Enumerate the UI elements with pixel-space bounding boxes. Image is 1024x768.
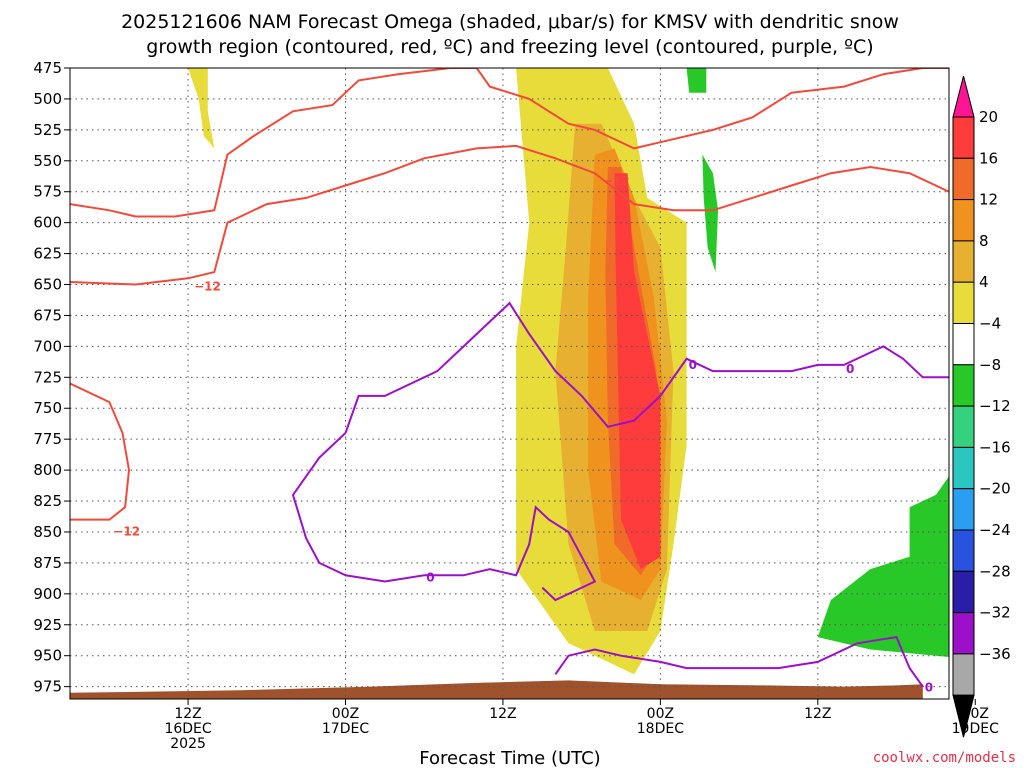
y-tick-label: 825 — [33, 492, 62, 510]
omega-region — [686, 68, 707, 93]
gridlines — [70, 68, 949, 699]
x-axis-label: Forecast Time (UTC) — [419, 748, 600, 768]
y-tick-label: 500 — [33, 90, 62, 108]
y-tick-label: 975 — [33, 678, 62, 696]
colorbar-swatch — [952, 570, 975, 614]
omega-shading — [188, 68, 949, 675]
x-tick-label: 18DEC — [637, 721, 684, 737]
colorbar-label: −8 — [979, 356, 1001, 374]
y-tick-label: 775 — [33, 430, 62, 448]
omega-region — [188, 68, 215, 149]
y-tick-label: 700 — [33, 337, 62, 355]
colorbar-label: 16 — [979, 149, 998, 167]
y-tick-label: 950 — [33, 647, 62, 665]
y-tick-label: 725 — [33, 368, 62, 386]
contour-label: −12 — [194, 279, 221, 293]
contour-label: 0 — [846, 362, 854, 376]
y-tick-label: 875 — [33, 554, 62, 572]
y-tick-label: 600 — [33, 214, 62, 232]
y-tick-label: 475 — [33, 59, 62, 77]
y-tick-label: 675 — [33, 306, 62, 324]
freezing-level-contour — [554, 635, 924, 688]
colorbar-swatch — [952, 281, 975, 325]
dgz-temp-contour — [70, 68, 949, 218]
x-tick-label: 19DEC — [952, 721, 999, 737]
y-tick-label: 750 — [33, 399, 62, 417]
x-tick-label: 00Z — [647, 706, 674, 722]
colorbar-label: 4 — [979, 273, 989, 291]
plot-frame — [69, 67, 950, 700]
colorbar-swatch — [952, 323, 975, 366]
x-tick-label: 16DEC — [164, 721, 211, 737]
contour-label: 0 — [689, 358, 697, 372]
contour-label: 0 — [426, 570, 434, 584]
colorbar-swatch — [952, 157, 975, 201]
chart-title-line2: growth region (contoured, red, ºC) and f… — [146, 36, 873, 58]
plot-area: −12 −12 −12 0 0 0 0 — [70, 68, 949, 699]
contour-label: −12 — [603, 174, 630, 188]
colorbar-label: −12 — [979, 397, 1011, 415]
colorbar-swatch — [952, 488, 975, 531]
y-tick-label: 925 — [33, 616, 62, 634]
y-tick-label: 800 — [33, 461, 62, 479]
colorbar-swatch — [952, 612, 975, 655]
freezing-level-contour — [291, 432, 597, 602]
colorbar-swatch — [952, 199, 975, 242]
colorbar-label: −36 — [979, 645, 1011, 663]
contour-lines: −12 −12 −12 0 0 0 0 — [70, 68, 949, 695]
y-tick-label: 900 — [33, 585, 62, 603]
colorbar-label: 8 — [979, 232, 989, 250]
colorbar-label: 12 — [979, 191, 998, 209]
y-tick-label: 650 — [33, 276, 62, 294]
colorbar-label: −32 — [979, 604, 1011, 622]
x-tick-label: 12Z — [804, 706, 831, 722]
y-axis: 475 500 525 550 575 600 625 650 675 700 725 750 775 8… — [33, 59, 70, 696]
colorbar-swatch — [952, 446, 975, 490]
colorbar-swatch — [952, 653, 975, 696]
x-tick-label: 12Z — [489, 706, 516, 722]
colorbar: 20 16 12 8 4 −4 −8 −12 −16 −20 −24 −28 −32 −36 — [952, 75, 1011, 738]
contour-label: 0 — [925, 681, 933, 695]
colorbar-label: −4 — [979, 315, 1001, 333]
x-tick-label: 12Z — [174, 706, 201, 722]
terrain-fill — [70, 680, 923, 699]
x-tick-label: 2025 — [170, 736, 206, 752]
credit-text: coolwx.com/models — [873, 750, 1016, 766]
colorbar-swatch — [952, 240, 975, 283]
dgz-temp-contour — [70, 382, 131, 521]
colorbar-swatch — [952, 364, 975, 407]
y-tick-label: 850 — [33, 523, 62, 541]
colorbar-label: −28 — [979, 562, 1011, 580]
x-tick-label: 00Z — [332, 706, 359, 722]
colorbar-label: −24 — [979, 521, 1011, 539]
colorbar-label: 20 — [979, 108, 998, 126]
x-tick-label: 17DEC — [322, 721, 369, 737]
y-tick-label: 525 — [33, 121, 62, 139]
y-tick-label: 550 — [33, 152, 62, 170]
y-tick-label: 625 — [33, 245, 62, 263]
colorbar-swatch — [952, 116, 975, 159]
chart-title-line1: 2025121606 NAM Forecast Omega (shaded, μ… — [121, 11, 899, 33]
omega-region — [702, 154, 719, 273]
colorbar-label: −20 — [979, 480, 1011, 498]
terrain-area — [70, 680, 923, 699]
colorbar-label: −16 — [979, 438, 1011, 456]
colorbar-swatch — [952, 529, 975, 572]
colorbar-swatch — [952, 405, 975, 448]
colorbar-top-arrow — [952, 75, 975, 118]
contour-label: −12 — [113, 525, 140, 539]
colorbar-bottom-arrow — [952, 694, 975, 738]
dgz-temp-contour — [70, 144, 949, 286]
omega-region — [817, 476, 949, 657]
freezing-level-contour — [344, 301, 949, 434]
y-tick-label: 575 — [33, 183, 62, 201]
